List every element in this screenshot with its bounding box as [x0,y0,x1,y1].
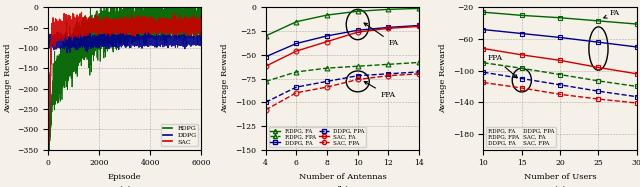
Legend: RDPG, FA, RDPG, FPA, DDPG, FA, DDPG, FPA, SAC, FA, SAC, FPA: RDPG, FA, RDPG, FPA, DDPG, FA, DDPG, FPA… [269,127,366,147]
X-axis label: Episode: Episode [108,173,141,181]
Y-axis label: Average Reward: Average Reward [4,44,12,113]
Text: FPA: FPA [487,54,517,77]
Y-axis label: Average Reward: Average Reward [221,44,230,113]
Legend: RDPG, FA, RDPG, FPA, DDPG, FA, DDPG, FPA, SAC, FA, SAC, FPA: RDPG, FA, RDPG, FPA, DDPG, FA, DDPG, FPA… [486,127,556,147]
Legend: RDPG, DDPG, SAC: RDPG, DDPG, SAC [161,124,198,146]
X-axis label: Number of Users: Number of Users [524,173,596,181]
Text: FA: FA [364,23,399,47]
Text: (a): (a) [118,185,131,187]
X-axis label: Number of Antennas: Number of Antennas [298,173,387,181]
Text: FPA: FPA [364,82,396,99]
Text: (c): (c) [554,185,567,187]
Text: (b): (b) [335,185,349,187]
Y-axis label: Average Reward: Average Reward [439,44,447,113]
Text: FA: FA [604,9,620,18]
